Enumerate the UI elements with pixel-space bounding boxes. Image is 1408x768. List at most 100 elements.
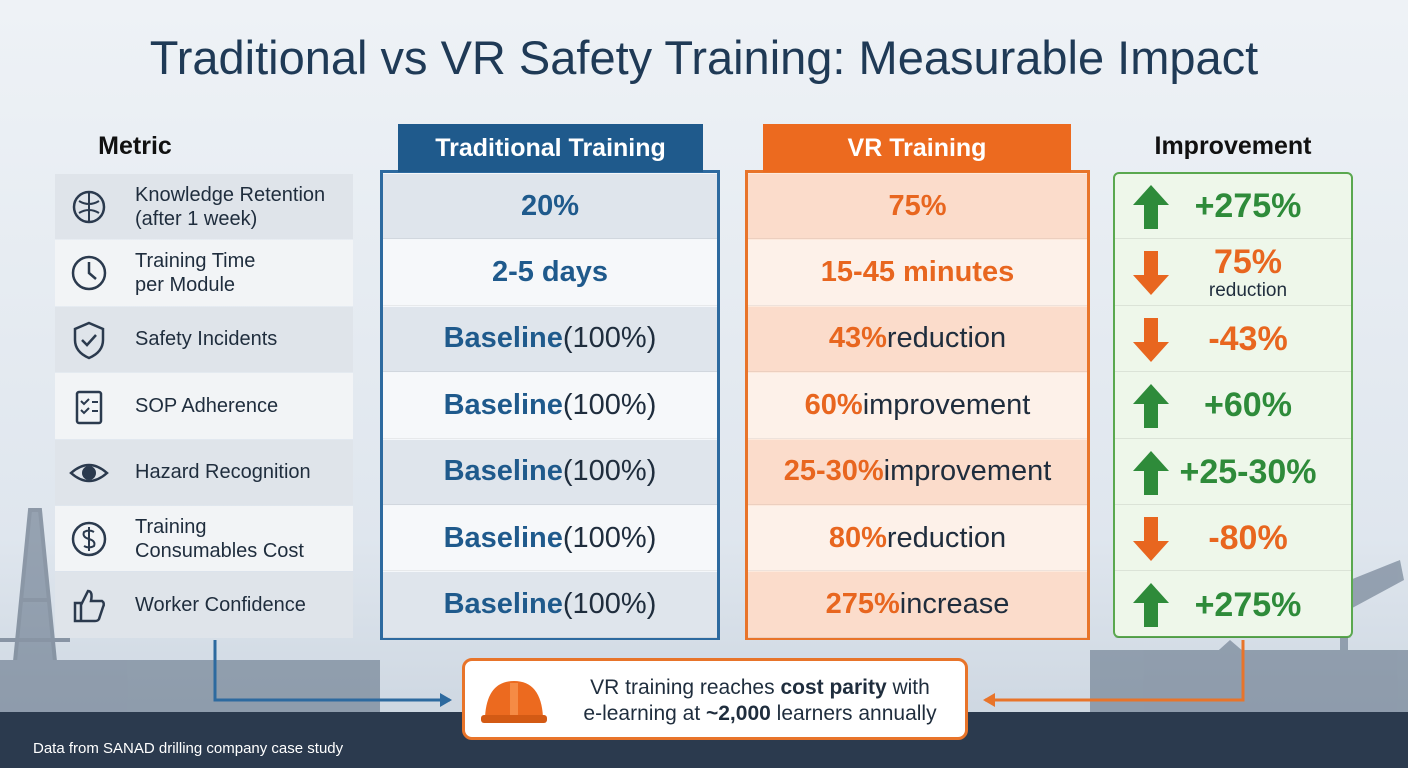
metric-icon <box>71 256 107 291</box>
metric-icon <box>71 521 107 557</box>
improvement-value: +60% <box>1204 386 1292 425</box>
vr-value: 15-45 minutes <box>820 256 1015 289</box>
traditional-cell: Baseline (100%) <box>383 373 717 439</box>
metric-cell: Safety Incidents <box>55 306 353 373</box>
improvement-cell: +275% <box>1115 174 1351 240</box>
vr-note: reduction <box>886 322 1007 355</box>
metric-label: Worker Confidence <box>135 594 306 617</box>
trend-arrow <box>1133 583 1169 628</box>
improvement-cell: +60% <box>1115 373 1351 439</box>
callout-part: VR training reaches <box>590 676 781 699</box>
improvement-value: -43% <box>1208 319 1288 358</box>
metric-label: SOP Adherence <box>135 394 279 417</box>
improvement-value: +275% <box>1194 585 1302 624</box>
footer: Data from SANAD drilling company case st… <box>33 740 344 757</box>
improvement-value: +25-30% <box>1179 452 1317 491</box>
vr-note: improvement <box>862 388 1031 421</box>
improvement-cell: -43% <box>1115 307 1351 373</box>
improvement-cell: +25-30% <box>1115 440 1351 505</box>
traditional-value: Baseline <box>443 322 563 355</box>
improvement-cell: +275% <box>1115 572 1351 638</box>
title: Traditional vs VR Safety Training: Measu… <box>149 31 1259 84</box>
improvement-value: +275% <box>1194 187 1302 226</box>
traditional-cell: 2-5 days <box>383 240 717 306</box>
traditional-cell: Baseline (100%) <box>383 439 717 505</box>
traditional-value: 2-5 days <box>491 256 609 289</box>
callout-part: ~2,000 <box>705 702 771 725</box>
improvement-value: 75% <box>1213 242 1283 281</box>
metric-label: Training Time <box>135 250 256 273</box>
metric-icon <box>72 190 106 224</box>
metric-icon <box>69 463 109 482</box>
trend-arrow <box>1133 450 1169 495</box>
metric-label: Consumables Cost <box>135 539 304 562</box>
trend-arrow <box>1133 317 1169 362</box>
metric-label: Knowledge Retention <box>135 183 326 206</box>
improvement-cell: -80% <box>1115 506 1351 572</box>
helmet-icon <box>481 681 547 723</box>
vr-cell: 275% increase <box>748 572 1087 638</box>
vr-cell: 60% improvement <box>748 373 1087 439</box>
callout: VR training reaches cost parity with e-le… <box>462 658 968 740</box>
metric-icon <box>73 590 106 623</box>
traditional-value: Baseline <box>443 521 563 554</box>
traditional-note: (100%) <box>562 455 657 488</box>
vr-value: 275% <box>825 588 900 621</box>
metric-cell: Training Time per Module <box>55 240 353 306</box>
traditional-note: (100%) <box>562 521 657 554</box>
improvement-cell: 75% reduction <box>1115 240 1351 306</box>
callout-part: with <box>886 676 930 699</box>
vr-value: 43% <box>828 322 887 355</box>
improvement-note: reduction <box>1208 279 1288 301</box>
callout-part: cost parity <box>780 676 887 699</box>
metric-label: Training <box>135 515 207 538</box>
traditional-note: (100%) <box>562 588 657 621</box>
traditional-cell: Baseline (100%) <box>383 572 717 638</box>
vr-cell: 75% <box>748 174 1087 240</box>
metric-label: Hazard Recognition <box>135 461 311 484</box>
trend-arrow <box>1133 185 1169 229</box>
metric-label: per Module <box>135 274 236 297</box>
vr-header: VR Training <box>763 124 1071 172</box>
traditional-value: Baseline <box>443 455 563 488</box>
metric-cell: Hazard Recognition <box>55 439 353 505</box>
traditional-value: 20% <box>520 189 580 222</box>
metric-label: (after 1 week) <box>135 207 258 230</box>
callout-part: learners annually <box>770 702 937 725</box>
improvement-value: -80% <box>1208 519 1288 558</box>
vr-note: improvement <box>883 455 1052 488</box>
vr-note: reduction <box>886 521 1007 554</box>
metric-cell: SOP Adherence <box>55 373 353 439</box>
metric-cell: Worker Confidence <box>55 572 353 638</box>
traditional-cell: Baseline (100%) <box>383 306 717 373</box>
trend-arrow <box>1133 251 1169 296</box>
vr-cell: 80% reduction <box>748 506 1087 572</box>
callout-text: VR training reaches cost parity with e-le… <box>560 675 960 727</box>
metric-label: Safety Incidents <box>135 328 278 351</box>
vr-note: increase <box>899 588 1010 621</box>
traditional-note: (100%) <box>562 388 657 421</box>
vr-value: 25-30% <box>783 455 884 488</box>
vr-value: 80% <box>828 521 887 554</box>
metric-cell: Training Consumables Cost <box>55 506 353 572</box>
vr-value: 60% <box>804 388 863 421</box>
trend-arrow <box>1133 384 1169 429</box>
metric-cell: Knowledge Retention (after 1 week) <box>55 174 353 240</box>
metric-icon <box>75 390 103 425</box>
vr-cell: 15-45 minutes <box>748 240 1087 306</box>
traditional-value: Baseline <box>443 588 563 621</box>
callout-part: e-learning at <box>583 702 706 725</box>
vr-cell: 25-30% improvement <box>748 439 1087 505</box>
callout-line: e-learning at ~2,000 learners annually <box>560 701 960 727</box>
vr-value: 75% <box>888 189 947 222</box>
improvement-header: Improvement <box>1154 132 1312 160</box>
traditional-cell: 20% <box>383 174 717 240</box>
vr-cell: 43% reduction <box>748 306 1087 373</box>
traditional-value: Baseline <box>443 388 563 421</box>
traditional-header: Traditional Training <box>398 124 703 172</box>
metric-icon <box>73 321 105 360</box>
traditional-cell: Baseline (100%) <box>383 506 717 572</box>
callout-line: VR training reaches cost parity with <box>560 675 960 701</box>
metric-header: Metric <box>98 132 172 160</box>
